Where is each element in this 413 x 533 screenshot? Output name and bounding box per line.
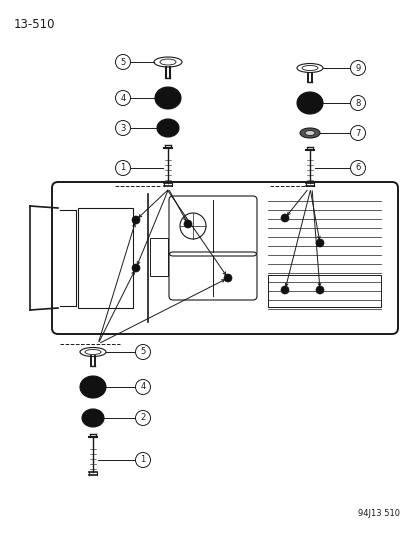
- Ellipse shape: [80, 376, 106, 398]
- Text: 5: 5: [140, 348, 145, 357]
- Circle shape: [132, 216, 140, 224]
- Text: 1: 1: [120, 164, 125, 173]
- Text: 8: 8: [354, 99, 360, 108]
- Text: 6: 6: [354, 164, 360, 173]
- Ellipse shape: [296, 92, 322, 114]
- Circle shape: [280, 286, 288, 294]
- Circle shape: [223, 274, 231, 282]
- Circle shape: [132, 264, 140, 272]
- Circle shape: [315, 286, 323, 294]
- Text: 13-510: 13-510: [14, 18, 55, 31]
- Text: 7: 7: [354, 128, 360, 138]
- Ellipse shape: [157, 119, 178, 137]
- Text: 4: 4: [140, 383, 145, 392]
- Ellipse shape: [299, 128, 319, 138]
- Text: 9: 9: [354, 63, 360, 72]
- Text: 94J13 510: 94J13 510: [357, 509, 399, 518]
- Text: 4: 4: [120, 93, 125, 102]
- Circle shape: [315, 239, 323, 247]
- Text: 1: 1: [140, 456, 145, 464]
- Ellipse shape: [304, 131, 314, 135]
- Ellipse shape: [82, 409, 104, 427]
- Circle shape: [280, 214, 288, 222]
- Text: 5: 5: [120, 58, 125, 67]
- Circle shape: [183, 220, 192, 228]
- Text: 3: 3: [120, 124, 126, 133]
- Ellipse shape: [154, 87, 180, 109]
- Bar: [78, 208, 133, 308]
- Text: 2: 2: [140, 414, 145, 423]
- Bar: [150, 238, 168, 276]
- Bar: [267, 275, 380, 307]
